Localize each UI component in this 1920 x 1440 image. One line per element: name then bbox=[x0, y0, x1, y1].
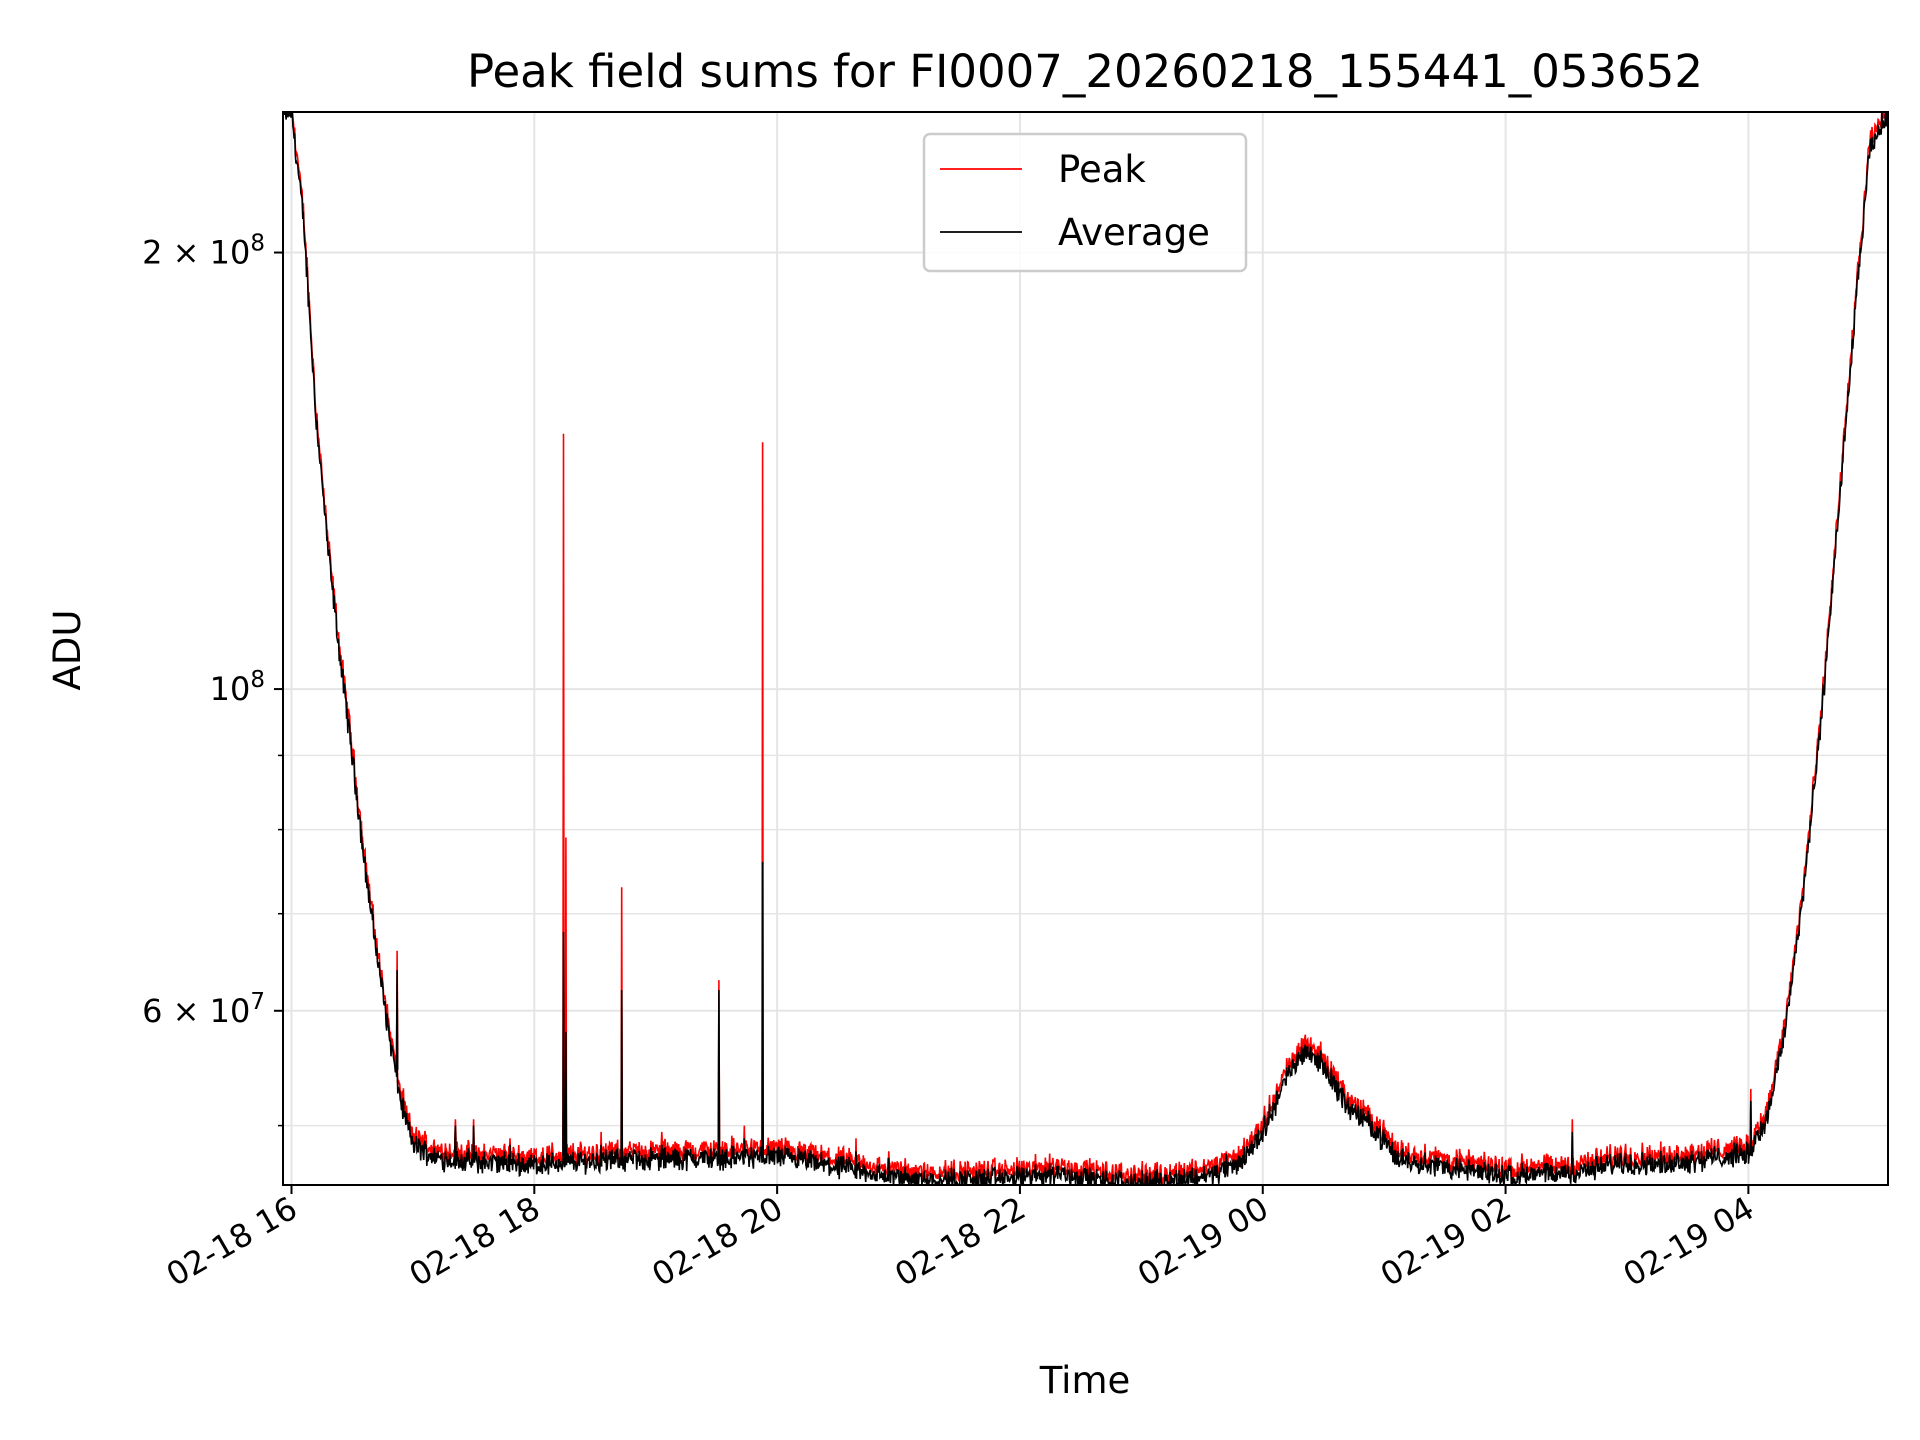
x-axis-label: Time bbox=[1039, 1359, 1131, 1402]
series-average-line bbox=[283, 112, 1888, 1185]
y-tick-label: 6 × 107 bbox=[142, 989, 265, 1030]
y-tick-label: 108 bbox=[210, 667, 265, 708]
chart-title: Peak field sums for FI0007_20260218_1554… bbox=[467, 45, 1703, 98]
plot-area bbox=[283, 112, 1888, 1185]
legend-peak-label: Peak bbox=[1058, 148, 1146, 191]
legend: Peak Average bbox=[922, 132, 1248, 273]
y-tick-label: 2 × 108 bbox=[142, 231, 265, 272]
y-axis: 6 × 107 108 2 × 108 bbox=[142, 231, 283, 1127]
y-axis-label: ADU bbox=[46, 610, 89, 691]
legend-average-label: Average bbox=[1058, 211, 1210, 254]
plot-frame bbox=[282, 111, 1889, 1186]
